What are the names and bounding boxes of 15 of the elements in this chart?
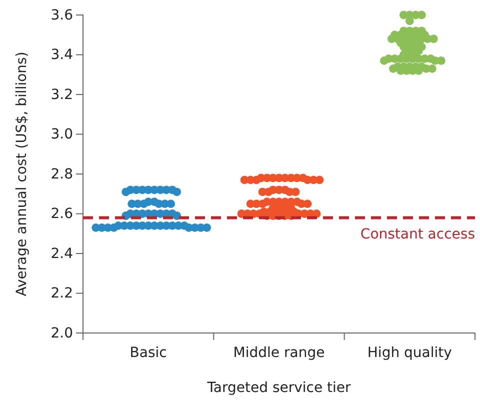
y-tick-label: 3.2 — [50, 86, 73, 103]
y-tick-label: 2.0 — [50, 325, 73, 342]
y-tick-label: 3.0 — [50, 126, 73, 143]
ref-line-label: Constant access — [360, 226, 475, 243]
y-axis-title: Average annual cost (US$, billions) — [14, 52, 30, 296]
y-tick-label: 2.6 — [50, 206, 74, 222]
y-tick-label: 3.4 — [50, 47, 74, 64]
x-tick-label: Basic — [130, 344, 167, 361]
x-tick-label: High quality — [367, 344, 452, 361]
y-tick-label: 3.6 — [50, 7, 74, 24]
x-tick-label: Middle range — [233, 344, 325, 361]
y-tick-label: 2.4 — [50, 246, 74, 262]
y-tick-label: 2.8 — [50, 166, 73, 182]
x-axis-title: Targeted service tier — [206, 380, 352, 396]
y-tick-label: 2.2 — [50, 286, 73, 302]
